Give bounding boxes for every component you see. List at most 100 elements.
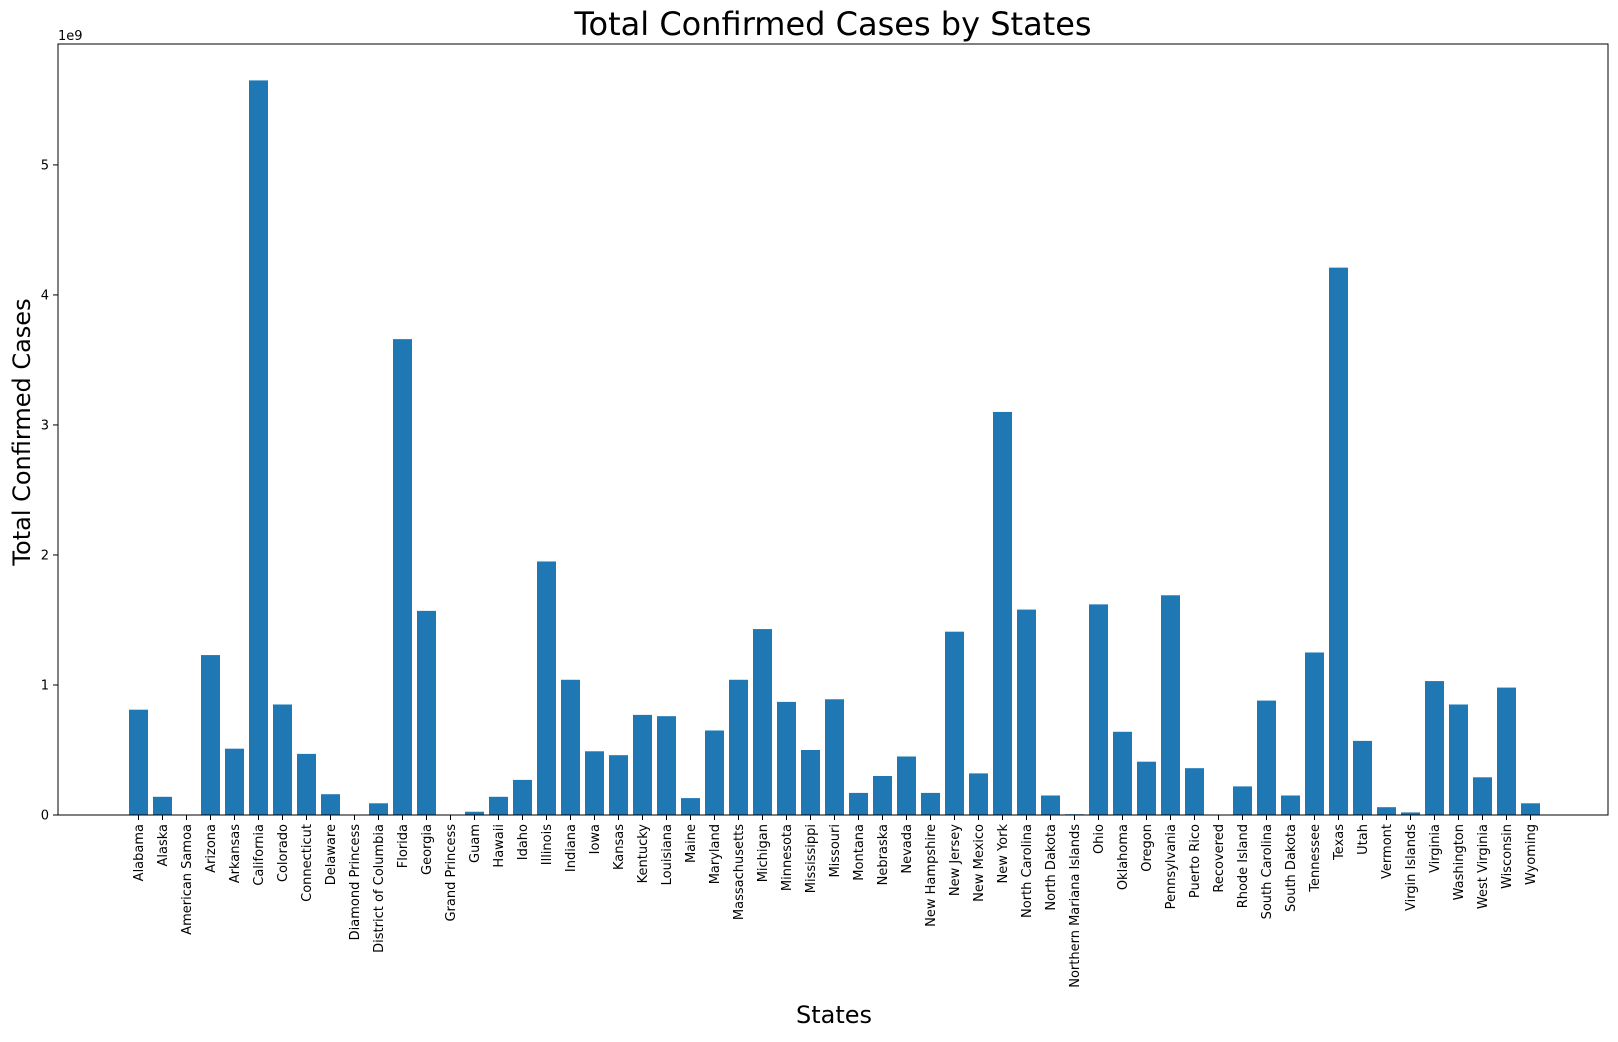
y-tick-label: 0 — [41, 809, 49, 824]
x-tick-label: Louisiana — [660, 824, 675, 885]
bar-connecticut — [297, 754, 316, 815]
bar-maine — [681, 798, 700, 815]
x-tick-label: Pennsylvania — [1164, 824, 1179, 909]
x-tick-label: Kansas — [612, 824, 627, 870]
bar-illinois — [537, 561, 556, 815]
bar-florida — [393, 339, 412, 815]
x-tick-label: Washington — [1452, 824, 1467, 900]
bar-nebraska — [873, 776, 892, 815]
bar-new-jersey — [945, 632, 964, 815]
bar-arkansas — [225, 749, 244, 815]
x-tick-label: Recovered — [1212, 824, 1227, 893]
bar-idaho — [513, 780, 532, 815]
x-tick-label: Nebraska — [876, 824, 891, 885]
bar-vermont — [1377, 807, 1396, 815]
bar-north-carolina — [1017, 610, 1036, 815]
x-tick-label: Connecticut — [300, 824, 315, 902]
bar-washington — [1449, 704, 1468, 815]
bar-oklahoma — [1113, 732, 1132, 815]
x-tick-label: Idaho — [516, 824, 531, 860]
x-tick-label: Guam — [468, 824, 483, 863]
x-tick-label: Northern Mariana Islands — [1068, 824, 1083, 988]
x-tick-label: Virgin Islands — [1404, 824, 1419, 911]
bars-group — [129, 80, 1540, 815]
bar-ohio — [1089, 604, 1108, 815]
bar-colorado — [273, 704, 292, 815]
x-tick-label: Nevada — [900, 824, 915, 874]
x-tick-label: Utah — [1356, 824, 1371, 855]
x-tick-label: Maine — [684, 824, 699, 863]
y-axis-label: Total Confirmed Cases — [8, 298, 36, 566]
x-tick-label: Grand Princess — [444, 824, 459, 922]
x-tick-label: West Virginia — [1476, 824, 1491, 909]
x-tick-label: Tennessee — [1308, 824, 1323, 893]
bar-mississippi — [801, 750, 820, 815]
x-tick-label: California — [252, 824, 267, 886]
x-tick-label: South Carolina — [1260, 824, 1275, 919]
bar-iowa — [585, 751, 604, 815]
bar-new-york — [993, 412, 1012, 815]
x-tick-label: Arizona — [204, 824, 219, 873]
bar-alaska — [153, 797, 172, 815]
x-tick-label: South Dakota — [1284, 824, 1299, 912]
bar-delaware — [321, 794, 340, 815]
x-tick-label: Ohio — [1092, 824, 1107, 854]
bar-massachusetts — [729, 680, 748, 815]
y-scale-label: 1e9 — [58, 29, 83, 44]
bar-louisiana — [657, 716, 676, 815]
bar-georgia — [417, 611, 436, 815]
bar-north-dakota — [1041, 796, 1060, 816]
x-tick-label: Texas — [1332, 824, 1347, 861]
x-tick-label: Alabama — [132, 824, 147, 881]
bar-montana — [849, 793, 868, 815]
x-tick-label: Kentucky — [636, 824, 651, 884]
bar-virginia — [1425, 681, 1444, 815]
bar-kansas — [609, 755, 628, 815]
x-tick-label: Wisconsin — [1500, 824, 1515, 889]
bar-missouri — [825, 699, 844, 815]
y-tick-label: 2 — [41, 548, 49, 563]
bar-pennsylvania — [1161, 595, 1180, 815]
x-tick-label: North Carolina — [1020, 824, 1035, 918]
x-tick-label: Illinois — [540, 824, 555, 865]
bar-tennessee — [1305, 652, 1324, 815]
x-tick-label: Minnesota — [780, 824, 795, 891]
x-tick-label: Michigan — [756, 824, 771, 882]
bar-rhode-island — [1233, 786, 1252, 815]
bar-wisconsin — [1497, 688, 1516, 815]
y-tick-label: 5 — [41, 158, 49, 173]
x-tick-label: New York — [996, 824, 1011, 884]
bar-nevada — [897, 756, 916, 815]
x-tick-label: Arkansas — [228, 824, 243, 883]
x-tick-label: Massachusetts — [732, 824, 747, 920]
chart-title: Total Confirmed Cases by States — [573, 5, 1091, 43]
bar-utah — [1353, 741, 1372, 815]
x-tick-label: Georgia — [420, 824, 435, 875]
x-tick-label: Virginia — [1428, 824, 1443, 873]
x-tick-label: Alaska — [156, 824, 171, 867]
x-tick-label: Hawaii — [492, 824, 507, 868]
x-tick-label: New Jersey — [948, 824, 963, 896]
bar-hawaii — [489, 797, 508, 815]
bar-puerto-rico — [1185, 768, 1204, 815]
x-tick-label: Vermont — [1380, 824, 1395, 879]
bar-california — [249, 80, 268, 815]
x-tick-label: North Dakota — [1044, 824, 1059, 911]
x-tick-label: Iowa — [588, 824, 603, 854]
x-tick-label: New Hampshire — [924, 824, 939, 927]
x-tick-label: Missouri — [828, 824, 843, 878]
x-tick-label: Maryland — [708, 824, 723, 884]
bar-new-hampshire — [921, 793, 940, 815]
x-tick-label: Mississippi — [804, 824, 819, 893]
x-tick-label: Oregon — [1140, 824, 1155, 872]
bar-new-mexico — [969, 773, 988, 815]
x-tick-label: Puerto Rico — [1188, 824, 1203, 898]
bar-district-of-columbia — [369, 803, 388, 815]
bar-oregon — [1137, 762, 1156, 815]
bar-south-dakota — [1281, 796, 1300, 816]
bar-kentucky — [633, 715, 652, 815]
x-tick-label: Indiana — [564, 824, 579, 872]
y-tick-label: 4 — [41, 288, 49, 303]
